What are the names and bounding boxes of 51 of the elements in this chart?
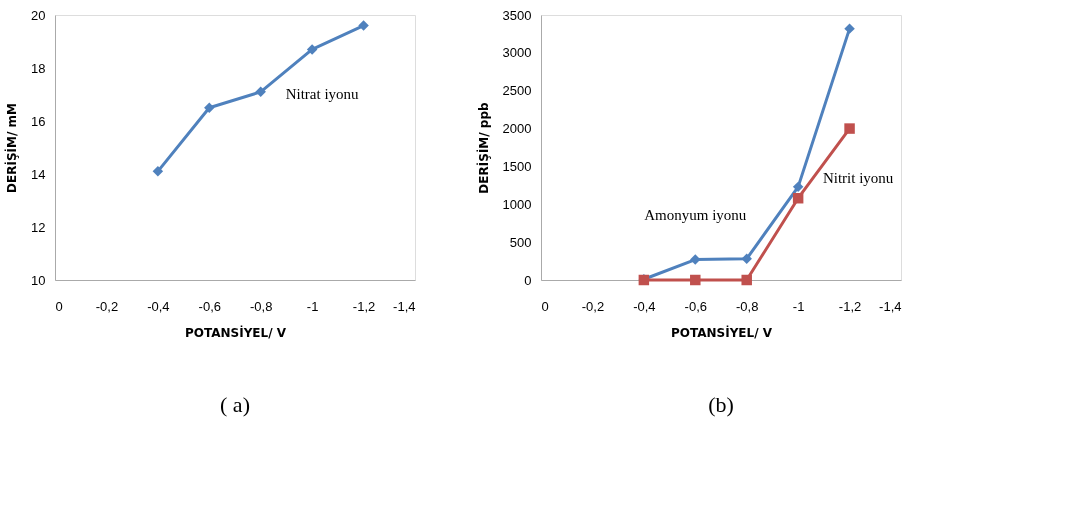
y-tick-label: 1500: [502, 158, 532, 174]
x-tick-label: -0,2: [95, 298, 119, 314]
point: [306, 44, 318, 55]
x-tick-label: -0,8: [250, 298, 273, 314]
x-tick-label: -0,6: [198, 298, 221, 314]
point: [792, 181, 804, 193]
x-tick-label: 0: [541, 298, 549, 314]
text: (b): [708, 392, 734, 417]
y-tick-label: 3500: [502, 7, 532, 23]
y-tick-label: 0: [524, 272, 532, 288]
y-tick-label: 20: [31, 7, 46, 23]
y-tick-label: 500: [509, 234, 532, 250]
point: [844, 23, 855, 34]
series-label: Amonyum iyonu: [644, 206, 747, 223]
y-tick-label: 12: [31, 219, 46, 235]
x-axis-title: POTANSİYEL/ V: [670, 324, 773, 340]
y-tick-label: 3000: [502, 45, 532, 61]
x-axis-title: POTANSİYEL/ V: [184, 324, 287, 340]
point: [204, 102, 215, 113]
x-tick-label: -1: [306, 298, 319, 314]
point: [358, 20, 369, 31]
point: [152, 166, 164, 177]
x-tick-label: -0,6: [684, 298, 707, 314]
x-tick-label: -1,2: [352, 298, 376, 314]
y-tick-label: 16: [31, 113, 46, 129]
x-tick-label: -1,2: [838, 298, 862, 314]
point: [844, 123, 855, 134]
point: [255, 86, 266, 98]
point: [690, 274, 701, 286]
y-tick-label: 10: [31, 272, 46, 288]
x-tick-label: -0,8: [736, 298, 759, 314]
x-tick-label: -1: [792, 298, 805, 314]
series-label: Nitrit iyonu: [822, 170, 894, 187]
series-label: Nitrat iyonu: [285, 86, 360, 103]
point: [792, 192, 804, 204]
point: [741, 274, 752, 286]
y-tick-label: 2500: [502, 83, 532, 99]
point: [741, 253, 752, 265]
x-tick-label: 0: [55, 298, 63, 314]
y-tick-label: 1000: [502, 196, 532, 212]
x-tick-label: -0,2: [581, 298, 605, 314]
x-tick-label: -1,4: [393, 298, 416, 314]
x-tick-label: -0,4: [147, 298, 170, 314]
text: ( a): [220, 392, 250, 417]
x-tick-label: -0,4: [633, 298, 656, 314]
y-axis-title: DERİŞİM/ mM: [4, 103, 20, 193]
y-tick-label: 14: [31, 166, 46, 182]
y-axis-title: DERİŞİM/ ppb: [475, 101, 491, 194]
y-tick-label: 18: [31, 60, 46, 76]
y-tick-label: 2000: [502, 121, 532, 137]
x-tick-label: -1,4: [879, 298, 902, 314]
